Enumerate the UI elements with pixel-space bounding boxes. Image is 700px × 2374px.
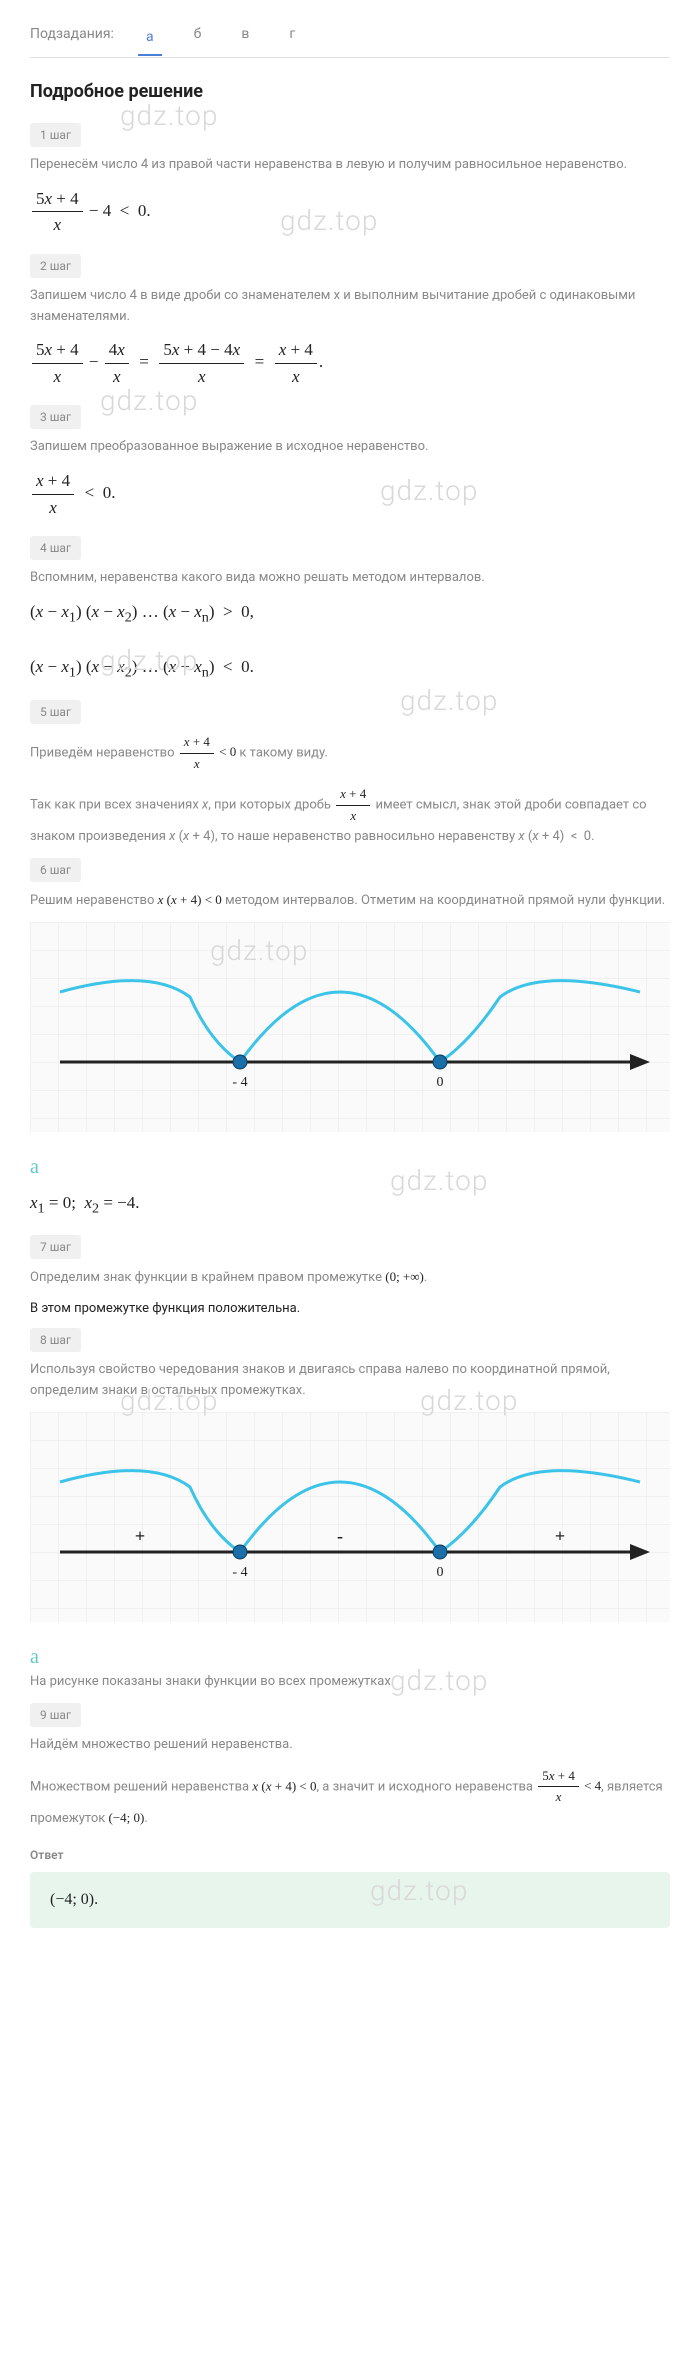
- math-expression: (x − x1) (x − x2) … (x − xn) > 0,(x − x1…: [30, 599, 670, 684]
- step-3: 3 шаг Запишем преобразованное выражение в…: [30, 405, 670, 520]
- step-badge: 7 шаг: [30, 1235, 81, 1259]
- step-badge: 3 шаг: [30, 405, 81, 429]
- step-description: Запишем преобразованное выражение в исхо…: [30, 437, 670, 458]
- chart-corner-mark: a: [30, 1642, 670, 1672]
- step-description: Перенесём число 4 из правой части нераве…: [30, 155, 670, 176]
- svg-text:+: +: [555, 1526, 565, 1546]
- step-description: Вспомним, неравенства какого вида можно …: [30, 568, 670, 589]
- step-9: 9 шаг Найдём множество решений неравенств…: [30, 1703, 670, 1830]
- step-badge: 5 шаг: [30, 700, 81, 724]
- step-badge: 9 шаг: [30, 1703, 81, 1727]
- tab-g[interactable]: г: [281, 20, 303, 49]
- subtask-tabs: Подзадания: а б в г: [30, 20, 670, 58]
- step-post-text: На рисунке показаны знаки функции во все…: [30, 1672, 670, 1693]
- step-description: Найдём множество решений неравенства.: [30, 1735, 670, 1756]
- tab-b[interactable]: б: [186, 20, 210, 49]
- step-4: 4 шаг Вспомним, неравенства какого вида м…: [30, 536, 670, 684]
- step-6: 6 шаг Решим неравенство x (x + 4) < 0 мет…: [30, 858, 670, 1219]
- svg-text:0: 0: [437, 1565, 444, 1580]
- chart-corner-mark: a: [30, 1152, 670, 1182]
- step-description-2: Так как при всех значениях x, при которы…: [30, 784, 670, 847]
- step-description: Приведём неравенство x + 4x < 0 к такому…: [30, 732, 670, 775]
- step-badge: 1 шаг: [30, 123, 81, 147]
- svg-text:0: 0: [437, 1075, 444, 1090]
- step-description: Используя свойство чередования знаков и …: [30, 1360, 670, 1402]
- step-badge: 4 шаг: [30, 536, 81, 560]
- svg-text:-: -: [337, 1526, 343, 1546]
- step-badge: 6 шаг: [30, 858, 81, 882]
- chart-svg: - 4 0: [40, 942, 660, 1122]
- step-8: 8 шаг Используя свойство чередования знак…: [30, 1328, 670, 1692]
- chart-svg: + - + - 4 0: [40, 1432, 660, 1612]
- number-line-chart: + - + - 4 0: [30, 1412, 670, 1622]
- step-description: Определим знак функции в крайнем правом …: [30, 1267, 670, 1289]
- steps-container: 1 шаг Перенесём число 4 из правой части н…: [30, 123, 670, 1830]
- step-5: 5 шаг Приведём неравенство x + 4x < 0 к т…: [30, 700, 670, 848]
- math-expression: 5x + 4x − 4 < 0.: [30, 186, 670, 238]
- svg-text:+: +: [135, 1526, 145, 1546]
- step-description-2: Множеством решений неравенства x (x + 4)…: [30, 1766, 670, 1830]
- math-roots: x1 = 0; x2 = −4.: [30, 1190, 670, 1220]
- step-description: Решим неравенство x (x + 4) < 0 методом …: [30, 890, 670, 912]
- step-badge: 2 шаг: [30, 254, 81, 278]
- step-2: 2 шаг Запишем число 4 в виде дроби со зна…: [30, 254, 670, 390]
- math-expression: x + 4x < 0.: [30, 468, 670, 520]
- math-expression: 5x + 4x − 4xx = 5x + 4 − 4xx = x + 4x.: [30, 337, 670, 389]
- page-title: Подробное решение: [30, 78, 670, 105]
- tab-v[interactable]: в: [233, 20, 257, 49]
- number-line-chart: - 4 0: [30, 922, 670, 1132]
- tabs-label: Подзадания:: [30, 24, 114, 45]
- step-1: 1 шаг Перенесём число 4 из правой части н…: [30, 123, 670, 238]
- step-description: Запишем число 4 в виде дроби со знаменат…: [30, 286, 670, 328]
- svg-text:- 4: - 4: [232, 1565, 247, 1580]
- step-conclusion: В этом промежутке функция положительна.: [30, 1299, 670, 1319]
- step-badge: 8 шаг: [30, 1328, 81, 1352]
- answer-box: (−4; 0).: [30, 1872, 670, 1928]
- tab-a[interactable]: а: [138, 23, 162, 56]
- svg-text:- 4: - 4: [232, 1075, 247, 1090]
- answer-label: Ответ: [30, 1846, 670, 1864]
- step-7: 7 шаг Определим знак функции в крайнем пр…: [30, 1235, 670, 1318]
